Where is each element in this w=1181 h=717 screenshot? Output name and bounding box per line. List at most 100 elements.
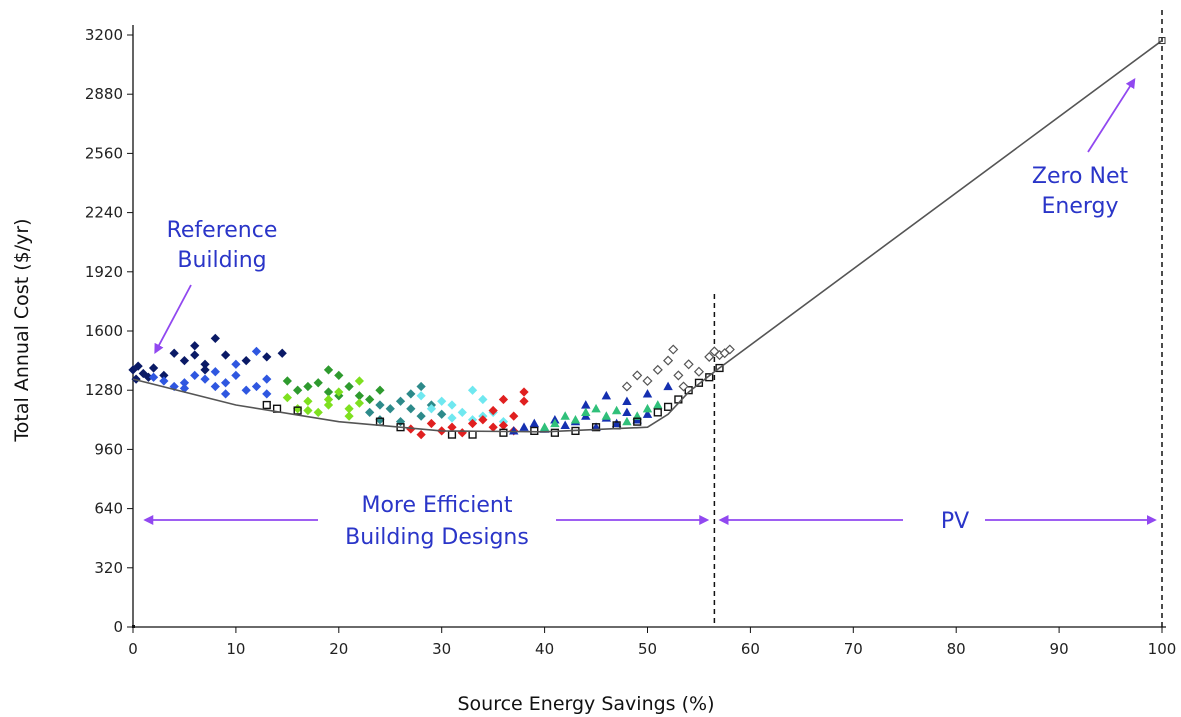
data-point bbox=[673, 370, 684, 381]
data-point bbox=[395, 396, 406, 406]
data-point bbox=[210, 381, 220, 392]
data-point bbox=[499, 428, 508, 437]
data-point bbox=[190, 370, 200, 381]
axes: 0 320 640 960 1280 1600 1920 2240 2560 2880 3200 0 1… bbox=[85, 25, 1177, 658]
data-point bbox=[652, 364, 663, 375]
data-point bbox=[426, 418, 437, 429]
data-point bbox=[344, 381, 354, 392]
data-point bbox=[653, 400, 663, 409]
data-point bbox=[426, 404, 437, 414]
data-point bbox=[293, 385, 303, 395]
data-point bbox=[478, 415, 488, 425]
data-point bbox=[468, 430, 477, 439]
x-tick-label: 90 bbox=[1050, 640, 1069, 658]
data-point bbox=[519, 422, 529, 431]
annotation-arrow bbox=[1087, 78, 1136, 153]
data-point bbox=[611, 418, 622, 428]
data-point bbox=[622, 407, 632, 417]
data-point bbox=[550, 418, 560, 428]
x-tick-label: 30 bbox=[432, 640, 451, 658]
annotation-zero-net-energy-line2: Energy bbox=[1041, 194, 1118, 219]
data-point bbox=[220, 389, 231, 399]
data-point bbox=[724, 344, 735, 355]
x-tick-label: 20 bbox=[329, 640, 348, 658]
data-point bbox=[581, 407, 591, 417]
x-tick-label: 50 bbox=[638, 640, 657, 658]
y-tick-label: 1280 bbox=[85, 381, 123, 399]
data-point bbox=[529, 418, 540, 428]
data-point bbox=[642, 389, 653, 398]
data-point bbox=[570, 414, 581, 424]
data-point bbox=[704, 351, 715, 362]
data-point bbox=[622, 416, 632, 426]
data-point bbox=[220, 350, 231, 360]
data-point bbox=[611, 405, 622, 415]
origin-point-marker bbox=[132, 625, 135, 628]
data-point bbox=[437, 409, 447, 419]
x-tick-label: 100 bbox=[1148, 640, 1177, 658]
data-point bbox=[375, 385, 385, 395]
data-point bbox=[365, 407, 375, 418]
data-point bbox=[159, 376, 169, 386]
data-point bbox=[467, 385, 478, 395]
data-point bbox=[138, 368, 148, 379]
data-point bbox=[251, 346, 262, 356]
data-point bbox=[447, 430, 457, 439]
x-tick-label: 70 bbox=[844, 640, 863, 658]
y-tick-label: 1600 bbox=[85, 322, 123, 340]
data-point bbox=[282, 392, 292, 403]
data-point bbox=[457, 428, 467, 438]
data-point bbox=[231, 370, 241, 381]
data-point bbox=[668, 344, 679, 355]
data-point bbox=[663, 381, 673, 391]
data-point bbox=[621, 381, 632, 392]
data-point bbox=[344, 411, 354, 421]
x-tick-label: 80 bbox=[947, 640, 966, 658]
y-tick-label: 640 bbox=[94, 500, 123, 518]
data-point bbox=[231, 359, 241, 369]
y-tick-label: 2240 bbox=[85, 204, 123, 222]
data-point bbox=[148, 372, 159, 382]
x-tick-label: 60 bbox=[741, 640, 760, 658]
data-point bbox=[210, 367, 220, 377]
data-point bbox=[262, 400, 271, 410]
data-point bbox=[601, 411, 612, 420]
data-point bbox=[488, 405, 498, 416]
data-point bbox=[509, 411, 519, 421]
data-point bbox=[678, 381, 689, 392]
data-point bbox=[169, 381, 179, 392]
data-point bbox=[642, 403, 653, 413]
data-point bbox=[416, 391, 426, 401]
x-tick-label: 40 bbox=[535, 640, 554, 658]
plot-area bbox=[128, 10, 1166, 628]
data-point bbox=[632, 370, 643, 381]
annotation-reference-building-line2: Building bbox=[177, 248, 266, 273]
data-point bbox=[416, 381, 426, 392]
data-point bbox=[622, 396, 632, 405]
data-point bbox=[148, 363, 159, 373]
data-point bbox=[354, 398, 365, 408]
data-point bbox=[663, 402, 673, 411]
data-point bbox=[447, 413, 457, 423]
y-tick-label: 960 bbox=[94, 440, 123, 458]
annotation-zero-net-energy-line1: Zero Net bbox=[1032, 164, 1129, 189]
data-point bbox=[519, 387, 529, 397]
data-point bbox=[591, 423, 601, 432]
data-point bbox=[303, 381, 313, 392]
annotation-arrow bbox=[154, 284, 192, 354]
y-tick-label: 320 bbox=[94, 559, 123, 577]
y-tick-label: 0 bbox=[113, 618, 123, 636]
data-point bbox=[385, 404, 395, 414]
data-point bbox=[530, 426, 539, 436]
data-point bbox=[705, 373, 714, 382]
data-point bbox=[498, 394, 509, 405]
data-point bbox=[437, 396, 447, 406]
data-point bbox=[416, 411, 426, 421]
data-point bbox=[488, 422, 498, 432]
annotation-efficient-designs-line2: Building Designs bbox=[345, 525, 529, 550]
data-point bbox=[282, 376, 292, 386]
data-point bbox=[303, 405, 313, 416]
data-point bbox=[416, 429, 426, 440]
